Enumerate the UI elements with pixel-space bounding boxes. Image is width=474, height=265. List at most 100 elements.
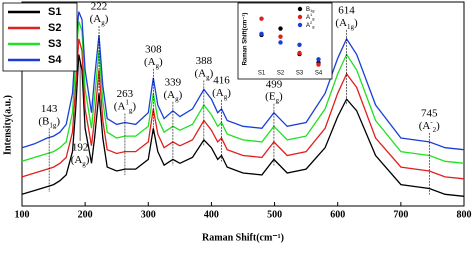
peak-mode-sub: 1g [347,23,355,31]
inset-legend-label: B1g [306,7,314,13]
plot-frame [21,1,465,207]
peak-mode: (A1g) [335,16,358,30]
peak-mode-symbol: (A [212,86,224,98]
peak-mode-close: ) [179,88,183,100]
peak-mode-close: ) [210,67,214,79]
peak-mode: (Eg) [265,90,283,104]
peak-position: 263 [117,88,134,100]
inset-legend-sub: g [312,16,314,21]
spectrum-line [21,54,465,197]
x-tick-label: 700 [393,209,408,220]
inset-point [259,31,264,36]
inset-point [278,40,283,45]
peak-mode-symbol: (A [194,67,206,79]
peak-mode-close: ) [354,16,358,28]
peak-position: 745 [421,107,438,119]
inset-legend-label: A2g [306,20,314,29]
inset-point [297,50,302,56]
peak-mode-close: ) [86,154,90,166]
peak-mode: (B1g) [38,115,60,129]
peak-position: 143 [41,103,58,115]
peak-mode-sub: g [129,106,133,114]
peak-mode-symbol: (A [164,88,176,100]
peak-mode-close: ) [436,119,440,131]
inset-point [278,34,283,39]
inset-legend-marker [297,14,303,20]
inset-x-tick-label: S1 [258,71,266,77]
inset-legend-sub: 1g [310,8,314,13]
peak-mode-sub: g [276,96,280,104]
legend-label: S4 [48,54,62,66]
inset-legend-sup: 1 [310,12,313,17]
peak-mode-symbol: (A [144,55,156,67]
inset-point [278,26,283,31]
x-tick-label: 600 [330,209,345,220]
peak-mode-symbol: (B [38,115,49,127]
peak-position: 308 [145,43,162,55]
peak-mode: (Ag) [71,154,90,168]
peak-mode-symbol: (A [90,13,102,25]
peak-mode-symbol: (A [335,16,347,28]
inset-point [316,62,321,67]
peak-mode-sub: g [101,19,105,27]
inset-legend-name: B [306,7,310,13]
x-tick-label: 400 [204,209,219,220]
peak-mode: (Ag) [90,13,109,27]
peak-mode-sub: g [224,92,228,100]
legend-label: S2 [48,22,61,34]
peak-position: 222 [91,1,108,13]
peak-mode-sub: g [206,73,210,81]
legend-label: S1 [48,6,61,18]
peak-mode: (Ag) [212,86,231,100]
peak-mode: (Ag) [194,67,213,81]
x-tick-label: 100 [15,209,30,220]
inset-legend-marker [297,22,303,28]
x-tick-label: 200 [78,209,93,220]
peak-position: 499 [266,78,283,90]
inset-x-tick-label: S2 [277,71,285,77]
inset-x-tick-label: S3 [296,71,304,77]
peak-mode-sub: g [156,61,160,69]
inset-legend-name: A [306,15,310,21]
inset-legend-label: A1g [306,12,314,21]
peak-position: 192 [72,142,89,154]
x-axis-title: Raman Shift(cm⁻¹) [202,232,284,243]
inset-point [316,57,321,62]
peak-mode-sup: - [430,117,433,125]
inset-legend-name: A [306,23,310,29]
inset-point [297,42,302,47]
y-axis-title: Intensity(a.u.) [2,95,13,155]
peak-mode-sup: 1 [125,98,129,106]
peak-mode-close: ) [227,86,231,98]
peak-position: 416 [213,74,230,86]
peak-mode-close: ) [56,115,60,127]
peak-mode-close: ) [279,90,283,102]
peak-mode-symbol: (A [114,100,126,112]
inset-x-tick-label: S4 [315,71,323,77]
peak-mode-symbol: (A [71,154,83,166]
peak-mode: (A-2) [419,117,440,133]
peak-mode-close: ) [105,13,109,25]
peak-mode: (Ag) [144,55,163,69]
peak-mode-symbol: (E [265,90,276,102]
peak-mode: (Ag) [164,88,183,102]
x-tick-label: 800 [457,209,472,220]
legend-label: S3 [48,38,61,50]
peak-mode-sub: 2 [433,125,437,133]
peak-mode-close: ) [159,55,163,67]
peak-position: 339 [165,76,182,88]
peak-mode-symbol: (A [419,119,431,131]
inset-frame [237,2,333,80]
inset-y-title: Raman Shift(cm⁻¹) [242,13,249,66]
peak-mode-close: ) [132,100,136,112]
inset-legend-marker [297,6,303,12]
peak-position: 614 [338,4,355,16]
x-tick-label: 300 [141,209,156,220]
inset-legend-sup: 2 [310,20,313,25]
inset-legend-sub: g [312,24,314,29]
peak-mode-sub: g [175,94,179,102]
inset-point [259,16,264,21]
peak-mode-sub: 1g [49,121,57,129]
peak-mode: (A1g) [114,98,137,114]
